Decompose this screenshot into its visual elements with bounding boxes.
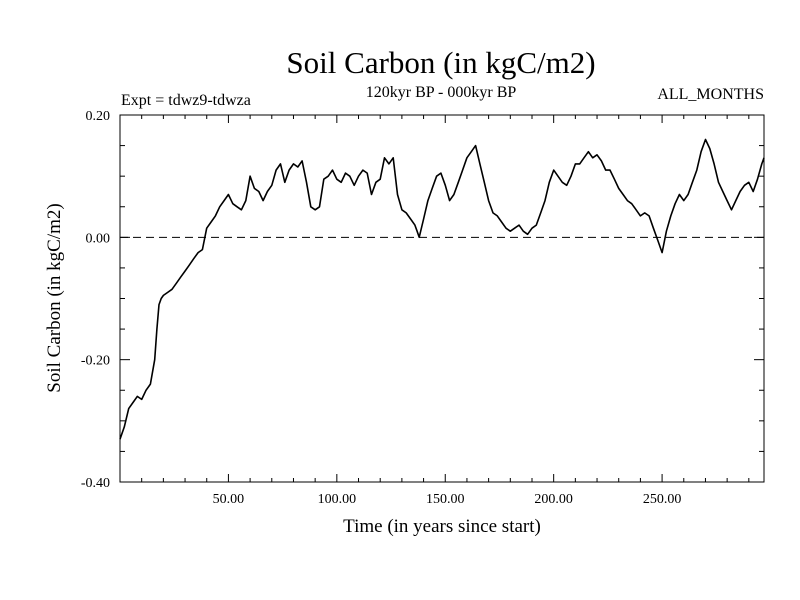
- y-tick-label: -0.40: [81, 476, 110, 491]
- y-axis-label: Soil Carbon (in kgC/m2): [44, 203, 65, 392]
- plot-area: 50.00 100.00 150.00 200.00 250.00 -0.40 -0.20…: [81, 109, 765, 507]
- x-axis-label: Time (in years since start): [343, 516, 541, 537]
- y-axis-tick-labels: -0.40 -0.20 0.00 0.20: [81, 109, 110, 491]
- series-line-soil-carbon: [119, 138, 765, 440]
- x-tick-label: 50.00: [213, 492, 245, 507]
- chart-subtitle: 120kyr BP - 000kyr BP: [366, 84, 517, 101]
- x-axis-tick-labels: 50.00 100.00 150.00 200.00 250.00: [213, 492, 682, 507]
- x-tick-label: 200.00: [534, 492, 573, 507]
- x-tick-label: 100.00: [318, 492, 357, 507]
- y-tick-label: 0.20: [86, 109, 111, 124]
- experiment-label: Expt = tdwz9-tdwza: [121, 92, 251, 109]
- y-axis-ticks: [120, 145, 764, 452]
- y-tick-label: 0.00: [86, 231, 111, 246]
- x-tick-label: 150.00: [426, 492, 465, 507]
- chart-title: Soil Carbon (in kgC/m2): [286, 45, 595, 80]
- y-tick-label: -0.20: [81, 354, 110, 369]
- months-label: ALL_MONTHS: [657, 86, 764, 103]
- x-axis-ticks: [141, 115, 750, 482]
- plot-frame: [119, 114, 765, 483]
- x-tick-label: 250.00: [643, 492, 682, 507]
